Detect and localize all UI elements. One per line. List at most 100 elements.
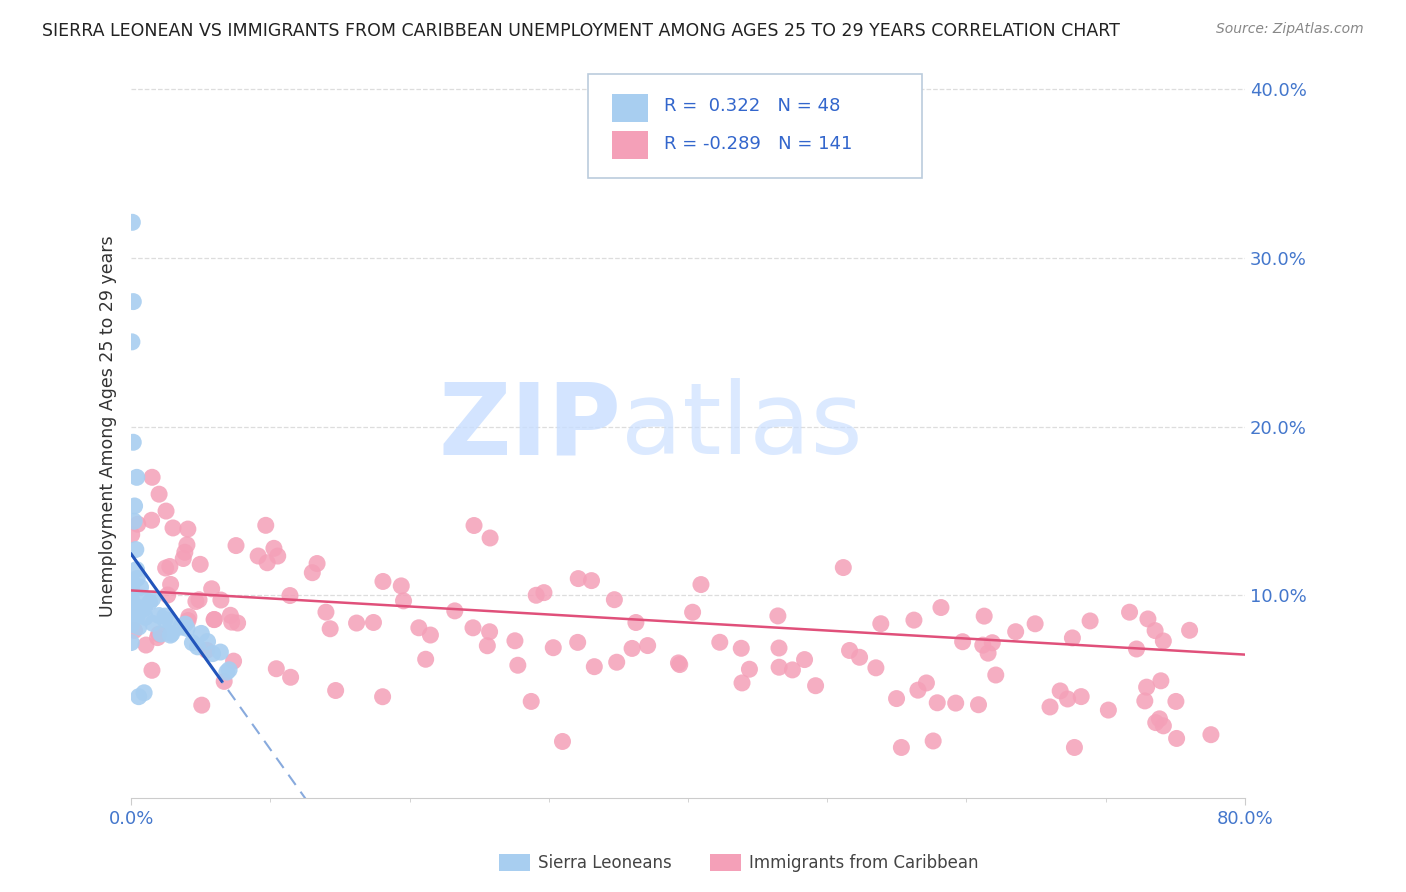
Point bbox=[121, 584, 143, 599]
Point bbox=[125, 470, 148, 484]
Point bbox=[148, 608, 170, 623]
Point bbox=[170, 620, 193, 634]
Point bbox=[146, 631, 169, 645]
FancyBboxPatch shape bbox=[613, 94, 648, 122]
Point bbox=[174, 617, 197, 632]
Point bbox=[804, 679, 827, 693]
Point bbox=[120, 591, 142, 606]
Point bbox=[408, 621, 430, 635]
Point bbox=[967, 698, 990, 712]
Point bbox=[567, 572, 589, 586]
Point bbox=[120, 618, 142, 632]
Point bbox=[266, 662, 288, 676]
Point bbox=[371, 574, 394, 589]
Point bbox=[132, 591, 155, 606]
Point bbox=[202, 612, 225, 626]
Text: Source: ZipAtlas.com: Source: ZipAtlas.com bbox=[1216, 22, 1364, 37]
Text: R = -0.289   N = 141: R = -0.289 N = 141 bbox=[664, 135, 852, 153]
Point bbox=[122, 435, 145, 450]
Point bbox=[766, 608, 789, 623]
Point bbox=[731, 676, 754, 690]
Point bbox=[254, 518, 277, 533]
Point bbox=[218, 663, 240, 677]
Point bbox=[1133, 694, 1156, 708]
Point bbox=[120, 635, 142, 649]
Point bbox=[1136, 612, 1159, 626]
Point bbox=[922, 734, 945, 748]
Point bbox=[1166, 731, 1188, 746]
Point bbox=[156, 588, 179, 602]
Point bbox=[124, 499, 146, 513]
Point bbox=[176, 538, 198, 552]
Point bbox=[832, 560, 855, 574]
Point bbox=[848, 650, 870, 665]
Point bbox=[125, 563, 148, 577]
Point bbox=[128, 690, 150, 704]
Point bbox=[520, 694, 543, 708]
Point bbox=[567, 635, 589, 649]
Point bbox=[945, 696, 967, 710]
Point bbox=[637, 639, 659, 653]
Point bbox=[903, 613, 925, 627]
Point bbox=[929, 600, 952, 615]
Point bbox=[141, 663, 163, 677]
Point bbox=[155, 561, 177, 575]
Text: SIERRA LEONEAN VS IMMIGRANTS FROM CARIBBEAN UNEMPLOYMENT AMONG AGES 25 TO 29 YEA: SIERRA LEONEAN VS IMMIGRANTS FROM CARIBB… bbox=[42, 22, 1121, 40]
Point bbox=[278, 589, 301, 603]
Point bbox=[603, 592, 626, 607]
Point bbox=[1078, 614, 1101, 628]
Point bbox=[1070, 690, 1092, 704]
Point bbox=[782, 663, 804, 677]
Point bbox=[1136, 680, 1159, 694]
Point bbox=[606, 655, 628, 669]
Point bbox=[461, 621, 484, 635]
Point bbox=[1152, 634, 1174, 648]
Point bbox=[346, 615, 368, 630]
Point bbox=[668, 657, 690, 672]
Point bbox=[153, 609, 176, 624]
Point bbox=[1149, 712, 1171, 726]
Point bbox=[319, 622, 342, 636]
Point bbox=[127, 608, 149, 623]
Point bbox=[1024, 616, 1046, 631]
Point bbox=[159, 559, 181, 574]
Point bbox=[371, 690, 394, 704]
Point bbox=[886, 691, 908, 706]
Point bbox=[1164, 694, 1187, 708]
Point bbox=[188, 592, 211, 607]
Y-axis label: Unemployment Among Ages 25 to 29 years: Unemployment Among Ages 25 to 29 years bbox=[100, 235, 117, 617]
Point bbox=[141, 513, 163, 527]
Point bbox=[1144, 624, 1167, 638]
Point bbox=[142, 616, 165, 631]
Point bbox=[307, 557, 329, 571]
Point bbox=[325, 683, 347, 698]
Point bbox=[159, 577, 181, 591]
Point bbox=[153, 613, 176, 627]
Point bbox=[984, 668, 1007, 682]
Point bbox=[973, 609, 995, 624]
Point bbox=[215, 665, 238, 679]
Point bbox=[533, 585, 555, 599]
Point bbox=[927, 696, 949, 710]
Point bbox=[162, 521, 184, 535]
Point bbox=[142, 591, 165, 606]
Point bbox=[506, 658, 529, 673]
Point bbox=[138, 595, 160, 609]
Point bbox=[1049, 684, 1071, 698]
Point bbox=[869, 616, 891, 631]
Point bbox=[247, 549, 270, 563]
Point bbox=[222, 654, 245, 668]
Point bbox=[1118, 605, 1140, 619]
Point bbox=[581, 574, 603, 588]
Point bbox=[1144, 715, 1167, 730]
Point bbox=[155, 504, 177, 518]
Point bbox=[301, 566, 323, 580]
Point bbox=[177, 609, 200, 624]
Point bbox=[392, 594, 415, 608]
Point bbox=[129, 580, 152, 594]
Text: R =  0.322   N = 48: R = 0.322 N = 48 bbox=[664, 97, 839, 115]
Point bbox=[191, 698, 214, 713]
Point bbox=[551, 734, 574, 748]
Point bbox=[363, 615, 385, 630]
Point bbox=[263, 541, 285, 556]
